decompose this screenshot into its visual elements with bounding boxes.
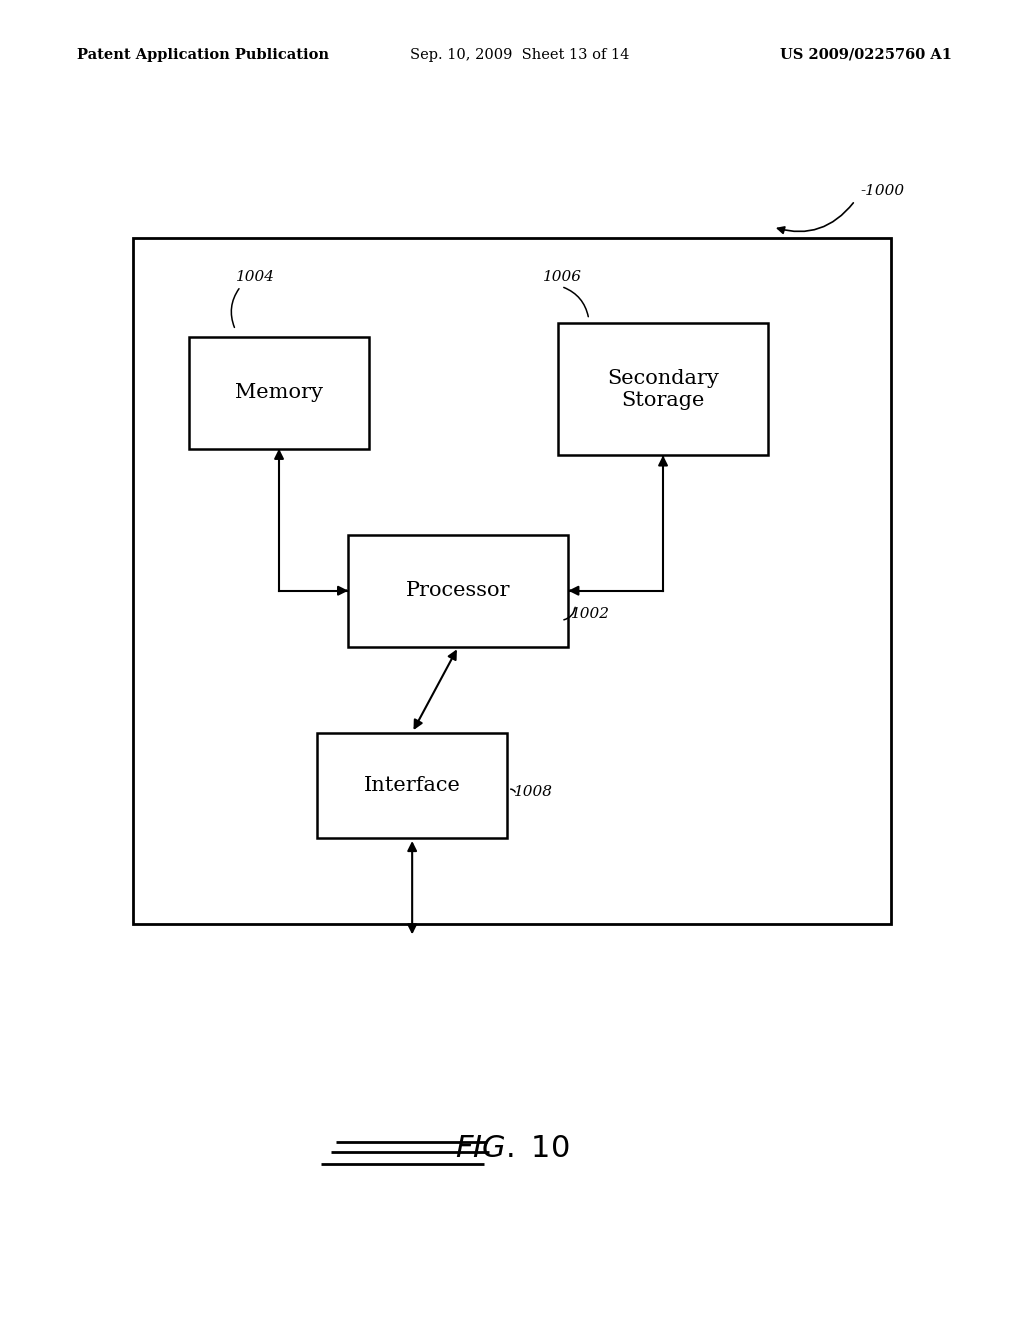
Bar (189, 337, 369, 449)
Text: 1008: 1008 (514, 785, 553, 799)
Text: 1004: 1004 (236, 269, 274, 284)
Bar (317, 733, 507, 838)
Text: Memory: Memory (236, 383, 323, 403)
Text: $\it{FIG.\ 10}$: $\it{FIG.\ 10}$ (455, 1133, 569, 1164)
Bar (348, 535, 568, 647)
Text: 1002: 1002 (571, 607, 610, 622)
Text: 1006: 1006 (543, 269, 582, 284)
FancyArrowPatch shape (564, 607, 575, 620)
Text: Processor: Processor (406, 581, 511, 601)
Text: Patent Application Publication: Patent Application Publication (77, 48, 329, 62)
FancyArrowPatch shape (231, 289, 239, 327)
Bar (558, 323, 768, 455)
Text: Secondary
Storage: Secondary Storage (607, 368, 719, 411)
Text: Interface: Interface (364, 776, 461, 795)
FancyArrowPatch shape (777, 203, 853, 234)
Text: US 2009/0225760 A1: US 2009/0225760 A1 (780, 48, 952, 62)
Bar (133, 238, 891, 924)
FancyArrowPatch shape (511, 789, 515, 792)
Text: Sep. 10, 2009  Sheet 13 of 14: Sep. 10, 2009 Sheet 13 of 14 (410, 48, 629, 62)
Text: -1000: -1000 (860, 185, 904, 198)
FancyArrowPatch shape (564, 288, 589, 317)
